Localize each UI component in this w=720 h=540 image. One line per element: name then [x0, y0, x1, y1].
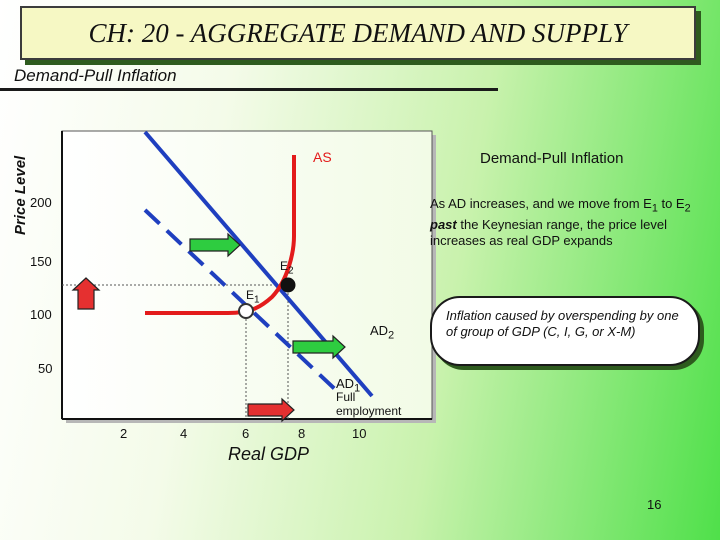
x-tick-2: 2 — [120, 426, 128, 441]
e2-label: E2 — [280, 259, 294, 277]
ad1-label: AD1 — [336, 376, 361, 395]
side-panel-title: Demand-Pull Inflation — [480, 150, 624, 167]
x-axis-label: Real GDP — [228, 444, 310, 464]
full-employment-label-line2: employment — [336, 404, 402, 418]
point-e2 — [280, 277, 296, 293]
slide-title: CH: 20 - AGGREGATE DEMAND AND SUPPLY — [88, 18, 628, 48]
y-tick-150: 150 — [30, 254, 52, 269]
slide-subtitle: Demand-Pull Inflation — [14, 66, 177, 85]
title-box: CH: 20 - AGGREGATE DEMAND AND SUPPLY — [20, 6, 696, 60]
page-number: 16 — [647, 497, 662, 512]
point-e1 — [238, 303, 254, 319]
shift-arrow-middle — [292, 334, 346, 360]
e1-label: E1 — [246, 288, 260, 306]
x-tick-10: 10 — [352, 426, 367, 441]
subtitle-underline — [0, 88, 498, 91]
x-tick-6: 6 — [242, 426, 250, 441]
full-employment-label-line1: Full — [336, 390, 356, 404]
y-tick-200: 200 — [30, 195, 52, 210]
price-up-arrow — [71, 277, 101, 310]
ad1-curve — [143, 208, 340, 394]
y-tick-100: 100 — [30, 307, 52, 322]
x-tick-4: 4 — [180, 426, 188, 441]
overspending-note-text: Inflation caused by overspending by one … — [446, 308, 679, 339]
gdp-right-arrow — [247, 397, 295, 423]
overspending-note-box: Inflation caused by overspending by one … — [430, 296, 700, 366]
plot-area — [61, 130, 433, 420]
as-label: AS — [313, 149, 332, 165]
shift-arrow-upper — [189, 232, 241, 258]
side-panel-text: As AD increases, and we move from E1 to … — [430, 196, 691, 248]
y-tick-50: 50 — [38, 361, 53, 376]
x-tick-8: 8 — [298, 426, 306, 441]
ad2-label: AD2 — [370, 323, 395, 342]
